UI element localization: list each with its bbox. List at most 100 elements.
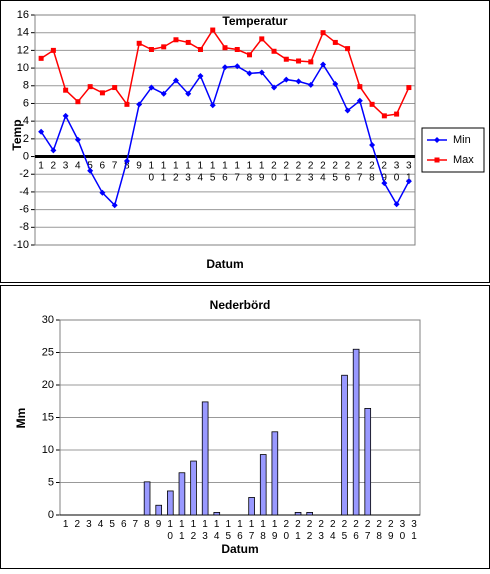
chart-title: Nederbörd	[210, 298, 271, 312]
x-tick-label: 11	[176, 519, 187, 543]
x-tick-label: 3	[83, 519, 94, 531]
marker	[50, 147, 57, 154]
marker	[259, 36, 265, 42]
x-tick-label: 17	[232, 161, 243, 185]
marker	[197, 47, 203, 52]
y-tick-label: 10	[42, 444, 54, 456]
marker	[124, 101, 130, 107]
y-tick-label: 25	[42, 346, 54, 358]
marker	[222, 45, 228, 51]
x-tick-label: 3	[60, 161, 71, 173]
marker	[393, 201, 400, 208]
x-tick-label: 16	[219, 161, 230, 185]
bar	[155, 504, 163, 516]
x-tick-label: 13	[200, 519, 211, 543]
x-tick-label: 12	[188, 519, 199, 543]
x-tick-label: 19	[269, 519, 280, 543]
x-tick-label: 2	[72, 519, 83, 531]
marker	[185, 39, 191, 45]
marker	[247, 52, 253, 58]
marker	[123, 157, 130, 164]
y-axis-title: Mm	[14, 408, 28, 429]
x-tick-label: 17	[246, 519, 257, 543]
x-tick-label: 2	[48, 161, 59, 173]
bar	[259, 454, 267, 516]
x-tick-label: 7	[109, 161, 120, 173]
marker	[271, 84, 278, 91]
x-tick-label: 29	[385, 519, 396, 543]
marker	[344, 107, 351, 114]
y-tick-label: 15	[42, 411, 54, 423]
x-tick-label: 22	[304, 519, 315, 543]
marker	[87, 167, 94, 174]
marker	[111, 202, 118, 209]
marker	[356, 97, 363, 104]
x-tick-label: 21	[281, 161, 292, 185]
marker	[295, 78, 302, 85]
y-tick-label: -10	[13, 239, 29, 251]
marker	[369, 142, 376, 149]
x-tick-label: 5	[107, 519, 118, 531]
bar	[352, 348, 360, 516]
chart-frame	[0, 0, 490, 283]
marker	[99, 90, 105, 96]
x-tick-label: 23	[305, 161, 316, 185]
x-tick-label: 27	[354, 161, 365, 185]
y-tick-label: -6	[19, 204, 29, 216]
marker	[320, 61, 327, 68]
marker	[406, 85, 412, 91]
y-tick-label: -4	[19, 186, 29, 198]
x-tick-label: 10	[146, 161, 157, 185]
x-tick-label: 10	[165, 519, 176, 543]
marker	[296, 58, 302, 64]
marker	[63, 87, 69, 93]
y-tick-label: 20	[42, 379, 54, 391]
marker	[258, 69, 265, 76]
chart-frame	[0, 285, 490, 569]
x-tick-label: 28	[366, 161, 377, 185]
x-tick-label: 30	[391, 161, 402, 185]
x-tick-label: 6	[118, 519, 129, 531]
x-tick-label: 15	[207, 161, 218, 185]
marker	[320, 30, 326, 36]
bar	[143, 481, 151, 516]
x-axis-title: Datum	[206, 257, 243, 271]
marker	[50, 47, 56, 53]
x-tick-label: 25	[339, 519, 350, 543]
x-tick-label: 21	[292, 519, 303, 543]
bar	[178, 472, 186, 516]
marker	[112, 85, 118, 91]
marker	[332, 39, 338, 45]
marker	[271, 48, 277, 54]
y-axis-title: Temp	[10, 119, 24, 150]
marker	[345, 46, 351, 52]
x-tick-label: 1	[60, 519, 71, 531]
marker	[209, 102, 216, 109]
marker	[381, 180, 388, 187]
marker	[234, 63, 241, 70]
legend-label: Min	[453, 134, 471, 146]
plot-border	[34, 14, 416, 246]
bar	[213, 512, 221, 516]
marker	[148, 84, 155, 91]
marker	[308, 59, 314, 65]
marker	[74, 136, 81, 143]
bar	[341, 374, 348, 516]
x-tick-label: 16	[234, 519, 245, 543]
x-tick-label: 15	[223, 519, 234, 543]
marker	[99, 189, 106, 196]
bar	[201, 401, 209, 516]
marker	[38, 128, 45, 135]
marker	[185, 90, 192, 97]
bar	[294, 512, 302, 516]
marker	[332, 81, 339, 87]
marker	[38, 55, 44, 61]
y-tick-label: 30	[42, 314, 54, 326]
marker	[136, 40, 142, 46]
marker	[369, 101, 375, 107]
y-tick-label: 10	[17, 62, 29, 74]
x-tick-label: 20	[281, 519, 292, 543]
x-tick-label: 18	[258, 519, 269, 543]
x-tick-label: 25	[330, 161, 341, 185]
